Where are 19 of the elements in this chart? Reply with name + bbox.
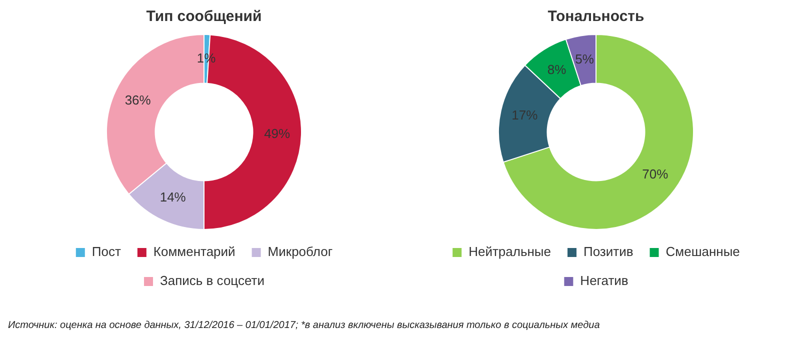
chart-title: Тональность (548, 8, 644, 26)
legend-label: Негатив (580, 273, 628, 288)
data-label: 1% (196, 50, 216, 66)
data-label: 70% (642, 166, 669, 182)
data-label: 5% (575, 51, 594, 66)
legend-label: Микроблог (268, 244, 333, 260)
legend-label: Позитив (583, 244, 634, 260)
data-label: 36% (124, 92, 152, 108)
legend-label: Запись в соцсети (160, 273, 264, 288)
data-label: 14% (160, 190, 186, 205)
legend-label: Комментарий (153, 244, 236, 260)
data-label: 17% (512, 108, 538, 123)
chart-title: Тип сообщений (146, 8, 262, 26)
data-label: 8% (547, 62, 567, 77)
text: Источник: оценка на основе данных, 31/12/2016 – 01/01/2017; *в анализ включены высказывания только в социальных медиа (8, 320, 601, 331)
data-label: 49% (264, 126, 291, 141)
legend-label: Нейтральные (468, 244, 551, 260)
legend-label: Смешанные (666, 244, 740, 260)
legend-label: Пост (92, 244, 121, 260)
